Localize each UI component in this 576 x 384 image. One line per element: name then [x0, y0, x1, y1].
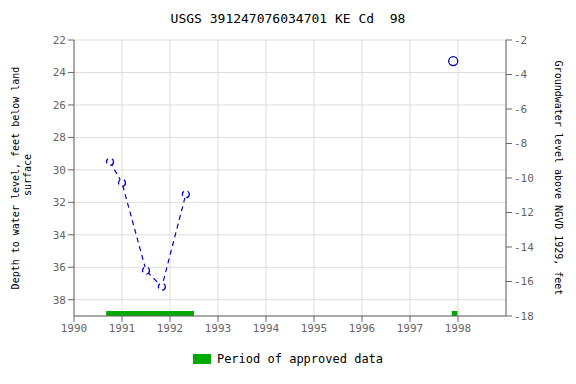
svg-text:1997: 1997 [397, 322, 424, 335]
svg-text:28: 28 [53, 131, 66, 144]
svg-text:1993: 1993 [205, 322, 232, 335]
svg-text:-2: -2 [514, 34, 527, 47]
svg-text:-12: -12 [514, 206, 534, 219]
html-text:Period of approved data: Period of approved data [216, 352, 384, 366]
svg-text:-6: -6 [514, 103, 527, 116]
svg-text:-16: -16 [514, 275, 534, 288]
svg-text:-18: -18 [514, 310, 534, 323]
svg-text:36: 36 [53, 261, 66, 274]
svg-text:38: 38 [53, 294, 66, 307]
svg-text:34: 34 [53, 229, 67, 242]
svg-text:1992: 1992 [157, 322, 184, 335]
svg-text:-14: -14 [514, 241, 534, 254]
svg-text:1991: 1991 [109, 322, 136, 335]
svg-text:30: 30 [53, 164, 66, 177]
svg-text:32: 32 [53, 196, 66, 209]
html-text:Depth to water level, feet bel: Depth to water level, feet below land su… [10, 66, 33, 290]
svg-text:1996: 1996 [349, 322, 376, 335]
svg-text:1990: 1990 [61, 322, 88, 335]
svg-text:1994: 1994 [253, 322, 280, 335]
svg-text:24: 24 [53, 66, 67, 79]
html-text:USGS 391247076034701 KE Cd 98: USGS 391247076034701 KE Cd 98 [170, 11, 406, 26]
svg-text:-10: -10 [514, 172, 534, 185]
svg-text:26: 26 [53, 99, 66, 112]
svg-text:1995: 1995 [301, 322, 328, 335]
html-text:Groundwater level above NGVD 1: Groundwater level above NGVD 1929, feet [553, 60, 564, 296]
svg-text:1998: 1998 [445, 322, 472, 335]
svg-text:22: 22 [53, 34, 66, 47]
svg-text:-4: -4 [514, 68, 528, 81]
svg-text:-8: -8 [514, 137, 527, 150]
